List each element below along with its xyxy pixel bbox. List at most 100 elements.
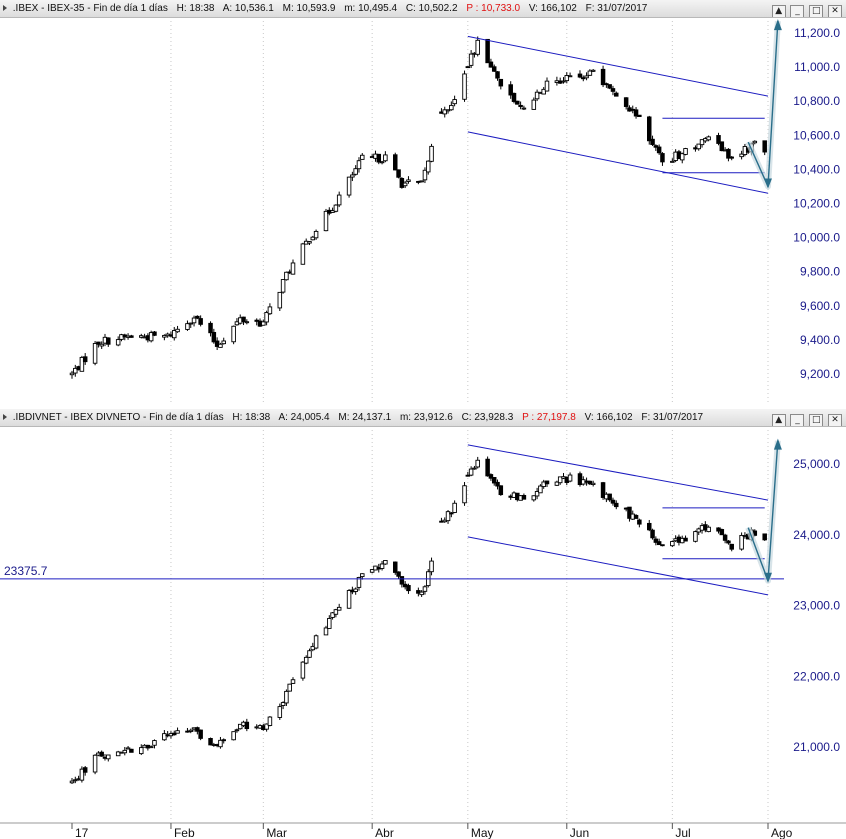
ibex-volume: V: 166,102: [528, 3, 577, 14]
candle-body: [129, 748, 134, 753]
candle-body: [475, 459, 480, 468]
candle: [336, 603, 342, 611]
y-tick-label: 23,000.0: [793, 599, 840, 613]
candle-body: [531, 495, 537, 501]
candle-body: [333, 609, 339, 615]
close-icon[interactable]: ✕: [828, 414, 842, 426]
candle: [491, 477, 497, 486]
candle: [393, 152, 398, 171]
candle: [627, 506, 632, 522]
candle-body: [162, 733, 167, 741]
candle-body: [82, 356, 88, 363]
candle-body: [716, 135, 721, 144]
candle-body: [614, 92, 619, 97]
candle: [650, 135, 655, 147]
candle-body: [198, 729, 203, 739]
candle-body: [660, 153, 665, 163]
candle: [422, 585, 428, 595]
candle-body: [534, 491, 540, 497]
y-tick-label: 22,000.0: [793, 669, 840, 683]
candle-body: [650, 529, 655, 539]
candle: [614, 91, 619, 97]
candle-body: [557, 476, 563, 484]
candle-body: [264, 312, 269, 323]
candle-body: [475, 39, 480, 55]
candle: [231, 325, 236, 345]
candle: [307, 241, 312, 246]
candle: [719, 141, 725, 152]
candle: [208, 321, 213, 337]
candle-body: [739, 153, 744, 158]
panel-arrow-icon: [3, 5, 7, 12]
close-icon[interactable]: ✕: [828, 5, 842, 17]
candle: [544, 77, 550, 92]
candle-body: [706, 136, 711, 141]
candle-body: [637, 114, 642, 117]
candle-body: [452, 502, 457, 513]
candle: [383, 560, 388, 565]
candle-body: [353, 168, 358, 175]
candle-body: [148, 332, 154, 342]
candle-body: [379, 563, 385, 569]
candle: [587, 69, 593, 76]
ibex-candlestick-chart[interactable]: 9,200.0 9,400.0 9,600.0 9,800.0 10,000.0 10,2…: [0, 17, 846, 409]
candle: [218, 736, 223, 749]
candle-body: [623, 97, 629, 107]
ibex-title-bar[interactable]: .IBEX - IBEX-35 - Fin de día 1 días H: 1…: [0, 0, 846, 18]
candle: [290, 259, 296, 275]
date-tick-label: Feb: [174, 826, 195, 839]
candle-body: [719, 141, 725, 152]
candle-body: [185, 323, 190, 330]
candle-body: [73, 367, 78, 374]
candle: [452, 500, 457, 514]
candle: [353, 165, 358, 176]
candle-body: [633, 109, 639, 117]
candle-body: [679, 153, 685, 161]
candle-body: [531, 99, 537, 110]
ibdivnet-title-bar[interactable]: .IBDIVNET - IBEX DIVNETO - Fin de día 1 …: [0, 409, 846, 427]
candle-body: [139, 747, 144, 755]
candle: [129, 748, 134, 753]
candle-body: [491, 477, 497, 484]
candle-body: [699, 139, 705, 146]
candle-body: [218, 739, 223, 748]
candle-body: [99, 343, 104, 347]
candle: [73, 364, 78, 377]
candle: [69, 777, 75, 784]
candle-body: [442, 109, 447, 115]
candle: [313, 229, 319, 240]
candle-body: [313, 635, 319, 649]
candle: [465, 471, 471, 477]
candle: [406, 176, 411, 184]
channel-lower-line: [467, 536, 769, 596]
candle-body: [122, 749, 128, 754]
candle-body: [336, 194, 342, 206]
candle: [379, 160, 385, 165]
candle: [577, 471, 583, 487]
candle: [419, 590, 424, 597]
candle: [323, 625, 329, 636]
candle-body: [73, 779, 78, 782]
candle: [323, 208, 329, 232]
ibdivnet-candlestick-chart[interactable]: 21,000.0 22,000.0 23,000.0 24,000.0 25,000.0…: [0, 426, 846, 839]
channel-lower-line: [467, 131, 769, 194]
candle-body: [422, 169, 428, 181]
candle: [419, 180, 424, 183]
candle: [125, 745, 131, 750]
candle-body: [79, 768, 85, 781]
candle: [633, 107, 639, 119]
candle: [485, 38, 490, 64]
candle-body: [462, 73, 467, 100]
candle: [656, 144, 662, 155]
candle-body: [610, 499, 616, 504]
candle-body: [152, 740, 157, 746]
candle-body: [696, 143, 701, 150]
candle-body: [313, 230, 319, 239]
candle-body: [234, 729, 240, 732]
candle-body: [462, 485, 467, 504]
y-tick-label: 11,200.0: [794, 26, 840, 40]
ibex-hour: H: 18:38: [176, 3, 215, 14]
candle-body: [739, 534, 744, 550]
candle: [557, 476, 563, 485]
candle-body: [614, 502, 619, 508]
